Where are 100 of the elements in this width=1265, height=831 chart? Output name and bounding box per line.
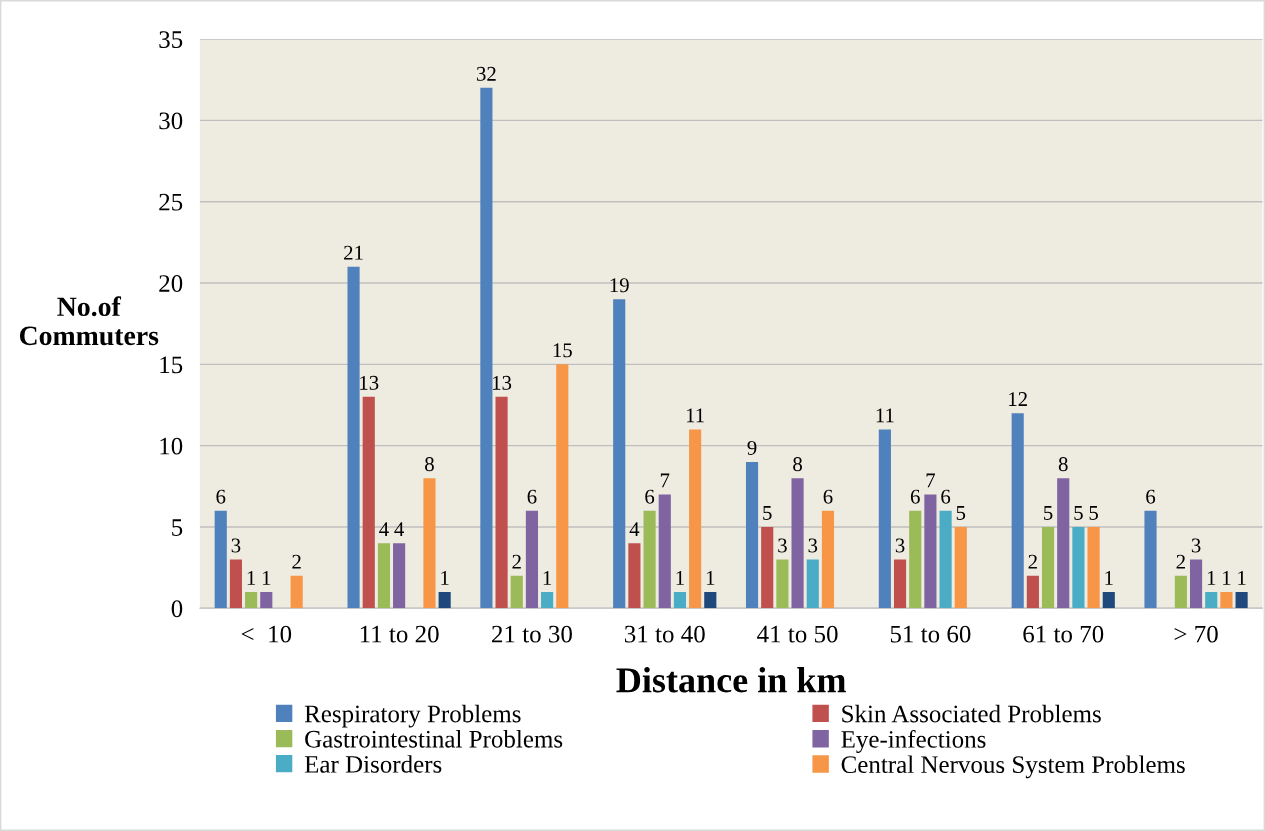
legend-label: Gastrointestinal Problems <box>305 730 563 748</box>
x-tick-label: 31 to 40 <box>624 625 705 643</box>
bar <box>628 543 641 609</box>
data-label: 2 <box>1028 554 1037 569</box>
data-label: 11 <box>686 408 704 423</box>
bar <box>776 559 789 609</box>
bar <box>909 510 922 609</box>
bar <box>214 510 227 609</box>
bar <box>689 429 702 609</box>
bar <box>1011 413 1024 609</box>
data-label: 3 <box>808 538 818 553</box>
bar <box>878 429 891 609</box>
data-label: 2 <box>1176 554 1185 569</box>
data-label: 5 <box>956 506 966 520</box>
y-tick-label: 25 <box>159 193 183 211</box>
data-label: 4 <box>379 522 389 537</box>
data-label: 8 <box>425 457 434 472</box>
data-label: 7 <box>660 473 670 488</box>
bar <box>1220 592 1233 609</box>
bar <box>761 526 774 609</box>
data-label: 8 <box>793 457 802 472</box>
data-label: 1 <box>441 571 449 585</box>
bar <box>1102 592 1115 609</box>
x-tick-label: > 70 <box>1174 625 1218 643</box>
data-label: 32 <box>476 66 496 81</box>
data-label: 12 <box>1009 392 1027 406</box>
y-tick-label: 5 <box>172 519 183 536</box>
bar <box>541 592 554 609</box>
bar <box>260 592 273 609</box>
data-label: 5 <box>1074 506 1083 520</box>
data-label: 2 <box>512 554 521 569</box>
bar <box>704 592 717 609</box>
data-label: 1 <box>706 571 715 585</box>
bar <box>423 478 436 609</box>
legend-label: Central Nervous System Problems <box>841 755 1185 779</box>
y-axis-title: No.of Commuters <box>19 296 159 346</box>
data-label: 1 <box>262 571 271 585</box>
bar <box>438 592 451 609</box>
bar <box>1041 526 1055 609</box>
bar <box>643 510 656 609</box>
data-label: 3 <box>895 538 905 553</box>
x-tick-label: 11 to 20 <box>360 625 439 643</box>
data-label: 2 <box>292 554 301 569</box>
legend-label: Skin Associated Problems <box>842 704 1101 723</box>
x-tick-label: < 10 <box>241 625 292 643</box>
data-label: 13 <box>492 375 512 390</box>
bar <box>939 510 952 609</box>
x-tick-label: 21 to 30 <box>492 625 572 643</box>
bar <box>290 575 303 609</box>
data-label: 6 <box>823 489 833 504</box>
data-label: 1 <box>1207 571 1216 585</box>
bar <box>347 266 360 609</box>
bar <box>1057 478 1070 609</box>
y-tick-label: 30 <box>159 112 183 130</box>
data-label: 6 <box>645 489 655 504</box>
y-tick-label: 15 <box>160 356 183 374</box>
bar <box>954 526 967 609</box>
y-tick-label: 10 <box>160 437 183 455</box>
y-tick-label: 0 <box>171 600 183 618</box>
data-label: 6 <box>941 489 951 504</box>
data-label: 6 <box>910 489 920 504</box>
data-label: 21 <box>344 245 363 260</box>
x-tick-label: 41 to 50 <box>757 625 838 643</box>
bar <box>924 494 937 609</box>
data-label: 13 <box>360 375 379 390</box>
bar <box>245 592 258 609</box>
bar <box>1174 575 1187 609</box>
data-label: 9 <box>747 440 757 455</box>
x-tick-label: 61 to 70 <box>1023 625 1104 643</box>
bar <box>806 559 819 609</box>
bar <box>393 543 406 609</box>
data-label: 6 <box>216 489 226 504</box>
x-axis-title: Distance in km <box>616 667 846 693</box>
data-label: 4 <box>629 522 640 537</box>
bar <box>229 559 242 609</box>
legend-label: Respiratory Problems <box>304 704 521 728</box>
data-label: 3 <box>1191 538 1201 553</box>
bar <box>1087 526 1100 609</box>
bar <box>510 575 523 609</box>
data-label: 3 <box>231 538 241 553</box>
bar <box>745 461 759 609</box>
data-label: 15 <box>553 343 572 358</box>
bar <box>893 559 907 609</box>
data-label: 5 <box>763 506 772 520</box>
data-label: 1 <box>1238 571 1246 585</box>
data-label: 1 <box>676 571 684 585</box>
bar <box>1072 526 1085 609</box>
data-label: 11 <box>876 408 894 423</box>
bar <box>1144 510 1157 609</box>
data-label: 6 <box>1146 489 1156 504</box>
bar <box>673 592 687 609</box>
data-label: 1 <box>543 571 552 585</box>
bar <box>1205 592 1218 609</box>
bar <box>613 299 626 609</box>
data-label: 1 <box>1223 571 1231 585</box>
data-label: 19 <box>610 278 629 293</box>
bar <box>556 364 569 609</box>
bar <box>791 478 804 609</box>
bar <box>362 396 375 609</box>
data-label: 3 <box>778 538 787 553</box>
